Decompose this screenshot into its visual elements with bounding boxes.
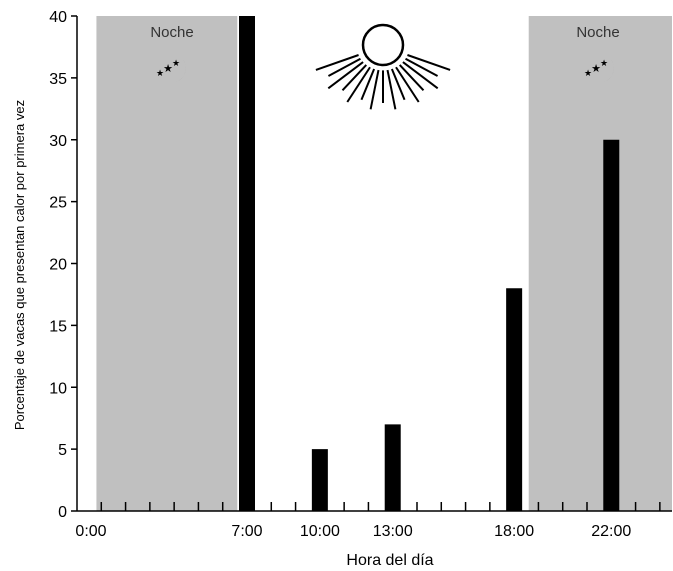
svg-text:★: ★: [584, 68, 592, 78]
night-region: [528, 16, 672, 511]
sun-ray: [395, 66, 420, 103]
bars: [239, 16, 620, 511]
moon-stars-icon: ★ ★ ★: [156, 58, 186, 83]
bar: [603, 139, 620, 511]
x-tick-label: 13:00: [373, 523, 413, 540]
sun-ray: [405, 57, 439, 77]
sun-ray: [341, 64, 368, 92]
bar: [384, 424, 401, 511]
bar: [311, 449, 328, 511]
y-tick-label: 35: [49, 71, 67, 88]
x-tick-label: 10:00: [300, 523, 340, 540]
sun-ray: [402, 61, 439, 90]
moon-stars-icon: ★ ★ ★: [584, 58, 614, 83]
night-backgrounds: [96, 16, 672, 511]
y-tick-label: 25: [49, 195, 67, 212]
y-tick-label: 5: [58, 442, 67, 459]
bar: [506, 288, 523, 511]
y-tick-label: 30: [49, 133, 67, 150]
svg-text:★: ★: [172, 58, 180, 68]
y-tick-label: 15: [49, 318, 67, 335]
sun-ray: [327, 61, 364, 90]
y-tick-label: 20: [49, 257, 67, 274]
x-tick-label: 22:00: [591, 523, 631, 540]
sun-ray: [315, 54, 359, 71]
y-tick-label: 0: [58, 504, 67, 521]
night-region: [96, 16, 238, 511]
y-tick-label: 10: [49, 380, 67, 397]
svg-text:★: ★: [156, 68, 164, 78]
x-tick-label: 0:00: [75, 523, 106, 540]
svg-text:★: ★: [591, 63, 601, 75]
sun-ray: [327, 57, 361, 77]
x-axis-title: Hora del día: [346, 552, 433, 569]
bar: [239, 16, 255, 511]
svg-text:★: ★: [163, 63, 173, 75]
y-axis-title: Porcentaje de vacas que presentan calor …: [12, 100, 27, 430]
x-ticks: 0:00 7:00 10:00 13:00 18:00 22:00: [75, 502, 661, 540]
sun-ray: [360, 68, 376, 101]
x-tick-label: 7:00: [231, 523, 262, 540]
night-label-left: Noche: [150, 24, 193, 41]
night-label-right: Noche: [576, 24, 619, 41]
sun-ray: [386, 69, 397, 110]
sun-ray: [390, 68, 406, 101]
y-tick-label: 40: [49, 9, 67, 26]
y-ticks: 0 5 10 15 20 25 30 35 40: [49, 9, 77, 521]
sun-ray: [369, 69, 380, 110]
svg-text:★: ★: [600, 58, 608, 68]
sun-ray: [407, 54, 451, 71]
sun-ray: [346, 66, 371, 103]
x-tick-label: 18:00: [494, 523, 534, 540]
sun-ray: [398, 64, 425, 92]
sun-icon: [315, 23, 451, 110]
